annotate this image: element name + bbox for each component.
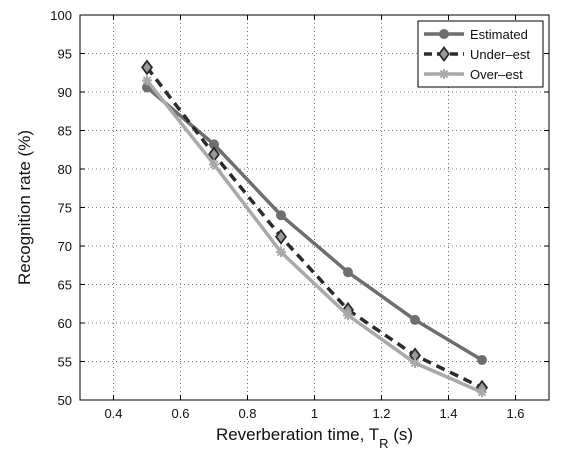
x-tick-label: 0.8 <box>238 406 256 421</box>
legend-item: Estimated <box>424 27 528 42</box>
y-tick-label: 90 <box>58 85 72 100</box>
legend: Estimated Under–est Over–est <box>417 20 544 88</box>
x-axis-title-subscript: R <box>379 436 388 451</box>
star-marker-stroke <box>142 76 152 85</box>
y-tick-label: 85 <box>58 124 72 139</box>
y-tick-label: 75 <box>58 201 72 216</box>
data-point <box>343 267 353 278</box>
star-marker-stroke <box>276 247 286 257</box>
legend-items: Estimated Under–est Over–est <box>424 27 530 82</box>
x-tick-label: 1.4 <box>439 406 457 421</box>
series-line <box>145 86 483 362</box>
y-tick-label: 70 <box>58 239 72 254</box>
data-point <box>477 387 487 398</box>
y-tick-label: 100 <box>50 8 72 23</box>
star-marker-stroke <box>343 311 353 320</box>
y-tick-label: 60 <box>58 316 72 331</box>
x-tick-label: 0.6 <box>171 406 189 421</box>
y-tick-label: 95 <box>58 47 72 62</box>
x-tick-label: 1.2 <box>372 406 390 421</box>
legend-label: Over–est <box>470 67 523 82</box>
star-marker-stroke <box>209 160 219 169</box>
legend-swatch-marker <box>438 46 450 62</box>
series-lines <box>141 59 488 398</box>
x-tick-label: 0.4 <box>104 406 122 421</box>
data-point <box>477 354 487 365</box>
data-point <box>275 228 287 245</box>
y-axis-title: Recognition rate (%) <box>15 130 34 285</box>
x-tick-label: 1 <box>311 406 318 421</box>
x-tick-label: 1.6 <box>506 406 524 421</box>
series-0 <box>142 82 487 365</box>
data-point <box>276 210 286 221</box>
legend-swatch-marker <box>439 69 449 79</box>
legend-item: Over–est <box>424 67 523 82</box>
x-axis-title-main: Reverberation time, T <box>216 425 379 444</box>
legend-label: Under–est <box>470 47 530 62</box>
y-tick-label: 65 <box>58 278 72 293</box>
data-point <box>142 75 152 86</box>
star-marker-stroke <box>410 358 420 368</box>
axis-ticks: 0.4 0.6 0.8 1 1.2 1.4 1.6 50 55 60 65 70 75 80 85 90 95 1… <box>50 8 549 421</box>
x-axis-title: Reverberation time, TR (s) <box>216 425 413 451</box>
data-point <box>343 310 353 321</box>
series-line <box>145 79 483 394</box>
y-tick-label: 55 <box>58 355 72 370</box>
data-point <box>410 358 420 369</box>
y-tick-label: 80 <box>58 162 72 177</box>
data-point <box>276 247 286 258</box>
star-marker-stroke <box>477 388 487 397</box>
data-point <box>141 59 153 76</box>
star-marker-stroke <box>439 69 449 79</box>
x-axis-title-unit: (s) <box>389 425 414 444</box>
series-line <box>145 66 483 390</box>
legend-swatch-marker <box>439 29 449 39</box>
legend-item: Under–est <box>424 46 530 62</box>
data-point <box>410 314 420 325</box>
y-tick-label: 50 <box>58 393 72 408</box>
data-point <box>209 159 219 170</box>
legend-label: Estimated <box>470 27 528 42</box>
series-2 <box>142 75 487 398</box>
series-1 <box>141 59 488 396</box>
